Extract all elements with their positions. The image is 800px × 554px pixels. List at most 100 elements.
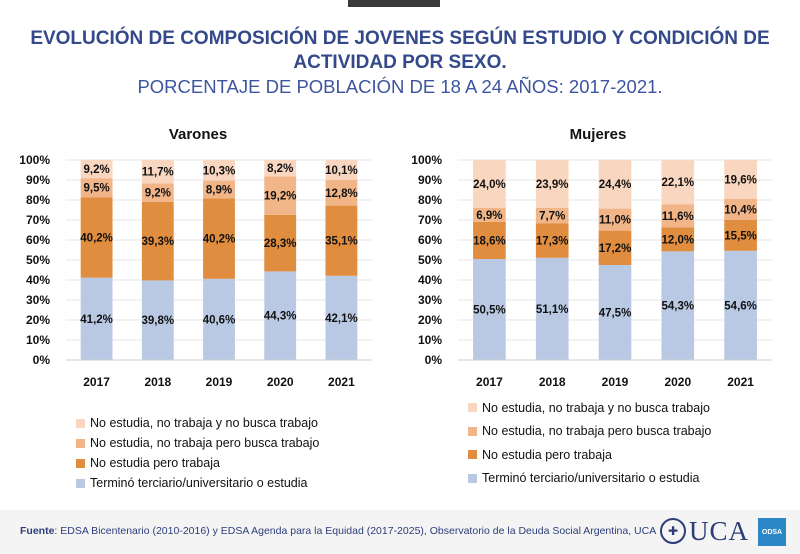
data-label: 19,2%	[264, 191, 297, 203]
source-text: : EDSA Bicentenario (2010-2016) y EDSA A…	[54, 525, 657, 537]
footer-source: Fuente: EDSA Bicentenario (2010-2016) y …	[20, 525, 656, 537]
data-label: 12,8%	[325, 188, 358, 200]
x-tick-label: 2017	[83, 375, 110, 389]
y-tick-label: 90%	[26, 173, 50, 187]
bar-segment	[325, 205, 358, 276]
legend-label: No estudia, no trabaja pero busca trabaj…	[90, 436, 320, 450]
legend-item: Terminó terciario/universitario o estudi…	[76, 473, 319, 493]
bar-segment	[80, 178, 113, 198]
data-label: 39,8%	[141, 315, 174, 327]
legend-mujeres: No estudia, no trabaja y no busca trabaj…	[468, 396, 711, 490]
legend-item: No estudia pero trabaja	[468, 443, 711, 467]
data-label: 17,2%	[599, 243, 632, 255]
data-label: 10,1%	[325, 165, 358, 177]
uca-logo: ✚ UCA	[660, 516, 749, 546]
legend-label: Terminó terciario/universitario o estudi…	[90, 476, 308, 490]
data-label: 24,0%	[473, 179, 506, 191]
data-label: 35,1%	[325, 236, 358, 248]
legend-label: Terminó terciario/universitario o estudi…	[482, 471, 700, 486]
bar-segment	[80, 277, 113, 360]
y-tick-label: 80%	[418, 193, 442, 207]
legend-item: No estudia, no trabaja pero busca trabaj…	[468, 420, 711, 444]
bar-segment	[598, 159, 632, 209]
legend-item: No estudia, no trabaja pero busca trabaj…	[76, 433, 319, 453]
legend-swatch	[76, 438, 85, 448]
legend-item: No estudia, no trabaja y no busca trabaj…	[76, 413, 319, 433]
legend-label: No estudia, no trabaja y no busca trabaj…	[90, 416, 318, 430]
y-tick-label: 100%	[19, 153, 50, 167]
y-tick-label: 20%	[418, 313, 442, 327]
data-label: 9,5%	[83, 183, 109, 195]
data-label: 17,3%	[536, 236, 569, 248]
data-label: 6,9%	[476, 210, 502, 222]
legend-item: Terminó terciario/universitario o estudi…	[468, 467, 711, 491]
bar-segment	[661, 160, 695, 205]
bar-segment	[473, 208, 506, 222]
bar-segment	[535, 257, 569, 360]
x-tick-label: 2019	[602, 375, 629, 389]
legend-item: No estudia pero trabaja	[76, 453, 319, 473]
x-tick-label: 2018	[144, 375, 171, 389]
bar-segment	[203, 278, 235, 360]
y-tick-label: 60%	[418, 233, 442, 247]
bar-segment	[325, 275, 358, 360]
chart-mujeres: Mujeres 0% 10% 20% 30% 40% 50% 60% 70% 80% 90% 100%…	[400, 110, 790, 510]
data-label: 15,5%	[724, 230, 757, 242]
y-tick-label: 20%	[26, 313, 50, 327]
x-tick-label: 2017	[476, 375, 503, 389]
x-tick-label: 2020	[664, 375, 691, 389]
bar-segment	[724, 199, 757, 220]
legend-label: No estudia, no trabaja y no busca trabaj…	[482, 400, 710, 415]
seal-icon: ✚	[660, 518, 686, 544]
bar-segment	[141, 183, 174, 202]
y-tick-label: 100%	[411, 153, 442, 167]
data-label: 12,0%	[661, 234, 694, 246]
x-tick-label: 2021	[727, 375, 754, 389]
data-label: 18,6%	[473, 235, 506, 247]
bar-segment	[661, 251, 695, 360]
legend-swatch	[468, 473, 477, 483]
data-label: 10,4%	[724, 204, 757, 216]
bar-segment	[264, 214, 297, 272]
x-tick-label: 2021	[328, 375, 355, 389]
y-tick-label: 60%	[26, 233, 50, 247]
x-tick-label: 2020	[267, 375, 294, 389]
uca-logo-text: UCA	[689, 515, 750, 546]
data-label: 47,5%	[599, 308, 632, 320]
data-label: 41,2%	[80, 314, 113, 326]
y-tick-label: 40%	[26, 273, 50, 287]
bar-segment	[598, 230, 632, 265]
bar-segment	[325, 180, 358, 206]
bar-segment	[661, 204, 695, 228]
data-label: 8,2%	[267, 163, 293, 175]
legend-swatch	[76, 478, 85, 488]
y-tick-label: 90%	[418, 173, 442, 187]
chart-varones-plot: Varones 0% 10% 20% 30% 40% 50% 60% 70% 80% 90% 100%…	[19, 126, 372, 389]
bar-segment	[473, 221, 506, 259]
bar-segment	[203, 198, 235, 279]
legend-label: No estudia pero trabaja	[90, 456, 220, 470]
data-label: 40,2%	[80, 232, 113, 244]
bar-segment	[203, 180, 235, 199]
data-label: 51,1%	[536, 304, 569, 316]
bar-segment	[661, 227, 695, 252]
bar-segment	[141, 201, 174, 281]
data-label: 40,2%	[203, 234, 236, 246]
data-label: 11,6%	[662, 211, 694, 223]
page-title-line1: EVOLUCIÓN DE COMPOSICIÓN DE JOVENES SEGÚ…	[30, 28, 770, 49]
bar-segment	[141, 280, 174, 360]
legend-swatch	[468, 426, 477, 436]
bar-segment	[264, 160, 297, 177]
data-label: 10,3%	[203, 165, 236, 177]
bar-segment	[325, 159, 358, 180]
y-tick-label: 0%	[425, 353, 443, 367]
bar-segment	[80, 197, 113, 278]
data-label: 54,3%	[661, 301, 694, 313]
odsa-badge: ODSA	[758, 518, 786, 546]
data-label: 39,3%	[141, 236, 174, 248]
legend-swatch	[76, 458, 85, 468]
data-label: 9,2%	[145, 188, 171, 200]
data-label: 11,7%	[142, 167, 174, 179]
bar-segment	[141, 160, 174, 184]
page-title-line2: ACTIVIDAD POR SEXO.	[293, 52, 507, 73]
